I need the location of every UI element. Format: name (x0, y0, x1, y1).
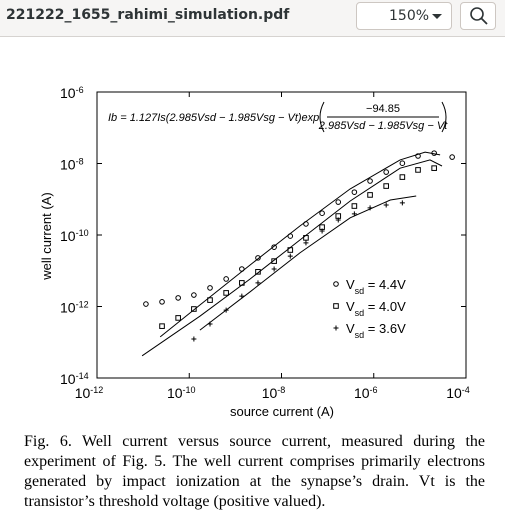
x-tick-label: 10-8 (262, 385, 286, 401)
data-point (399, 200, 405, 206)
legend-marker (333, 281, 339, 287)
y-tick-label: 10-14 (60, 371, 89, 387)
y-tick-label: 10-8 (60, 157, 84, 173)
data-point (287, 253, 293, 259)
search-icon (470, 7, 488, 25)
y-tick-label: 10-10 (60, 228, 89, 244)
data-point (271, 244, 277, 250)
data-point (351, 211, 357, 217)
data-point (271, 266, 277, 272)
data-point (383, 169, 389, 175)
data-point (399, 174, 406, 180)
data-point (207, 285, 213, 291)
data-point (303, 240, 309, 246)
data-point (351, 203, 358, 209)
data-point (191, 306, 197, 312)
data-point (271, 258, 277, 264)
dropdown-caret (432, 14, 442, 19)
document-title: 221222_1655_rahimi_simulation.pdf (6, 7, 290, 23)
search-button[interactable] (460, 2, 496, 30)
data-point (367, 192, 373, 198)
plot-frame (96, 91, 467, 379)
data-point (175, 295, 181, 301)
data-point (159, 299, 165, 305)
zoom-level: 150% (389, 8, 430, 24)
data-point (449, 154, 455, 160)
x-tick-label: 10-10 (167, 385, 196, 401)
figure-caption: Fig. 6. Well current versus source curre… (24, 433, 485, 510)
legend-marker (333, 325, 339, 331)
legend-marker (333, 303, 339, 309)
legend-label: Vsd = 3.6V (346, 321, 406, 340)
data-point (159, 323, 165, 329)
fit-line (141, 159, 443, 357)
data-point (191, 336, 197, 342)
formula-numerator: −94.85 (366, 103, 400, 115)
x-tick-label: 10-6 (354, 385, 378, 401)
data-point (287, 233, 294, 239)
data-point (303, 235, 309, 241)
data-point (239, 293, 245, 299)
data-point (399, 160, 406, 166)
data-point (287, 247, 294, 253)
toolbar: 221222_1655_rahimi_simulation.pdf 150% (0, 0, 505, 37)
data-point (367, 205, 373, 211)
data-point (351, 189, 358, 195)
data-point (319, 210, 325, 217)
data-point (431, 165, 437, 171)
x-tick-label: 10-12 (75, 385, 104, 401)
data-point (239, 280, 245, 286)
data-point (415, 153, 421, 159)
legend-label: Vsd = 4.0V (346, 299, 406, 318)
legend-label: Vsd = 4.4V (346, 277, 406, 296)
data-point (335, 199, 342, 205)
data-point (223, 290, 229, 296)
y-axis-label: well current (A) (39, 192, 54, 280)
y-tick-label: 10-6 (60, 85, 84, 101)
data-point (335, 217, 341, 223)
data-point (175, 315, 181, 321)
y-tick-label: 10-12 (60, 300, 89, 316)
data-point (303, 221, 309, 227)
data-point (223, 276, 229, 282)
zoom-select[interactable]: 150% (356, 2, 452, 30)
data-point (239, 266, 245, 272)
formula-denominator: 2.985Vsd − 1.985Vsg − Vt (318, 120, 448, 132)
x-tick-label: 10-4 (446, 385, 470, 401)
data-point (143, 301, 149, 307)
chart: source current (A) well current (A) Ib =… (39, 85, 470, 419)
data-point (383, 183, 389, 189)
data-point (207, 321, 213, 327)
x-axis-label: source current (A) (230, 404, 334, 419)
formula-lhs: Ib = 1.127Is(2.985Vsd − 1.985Vsg − Vt)ex… (108, 112, 319, 124)
data-point (431, 150, 437, 156)
data-point (383, 202, 389, 208)
data-point (255, 255, 261, 261)
data-point (319, 228, 325, 234)
formula-parens (319, 101, 447, 133)
data-point (223, 307, 229, 313)
fit-line (159, 151, 441, 338)
data-point (415, 167, 421, 173)
data-point (255, 280, 261, 286)
data-point (207, 297, 213, 303)
data-point (367, 178, 373, 184)
data-point (255, 269, 261, 275)
data-point (191, 292, 197, 298)
